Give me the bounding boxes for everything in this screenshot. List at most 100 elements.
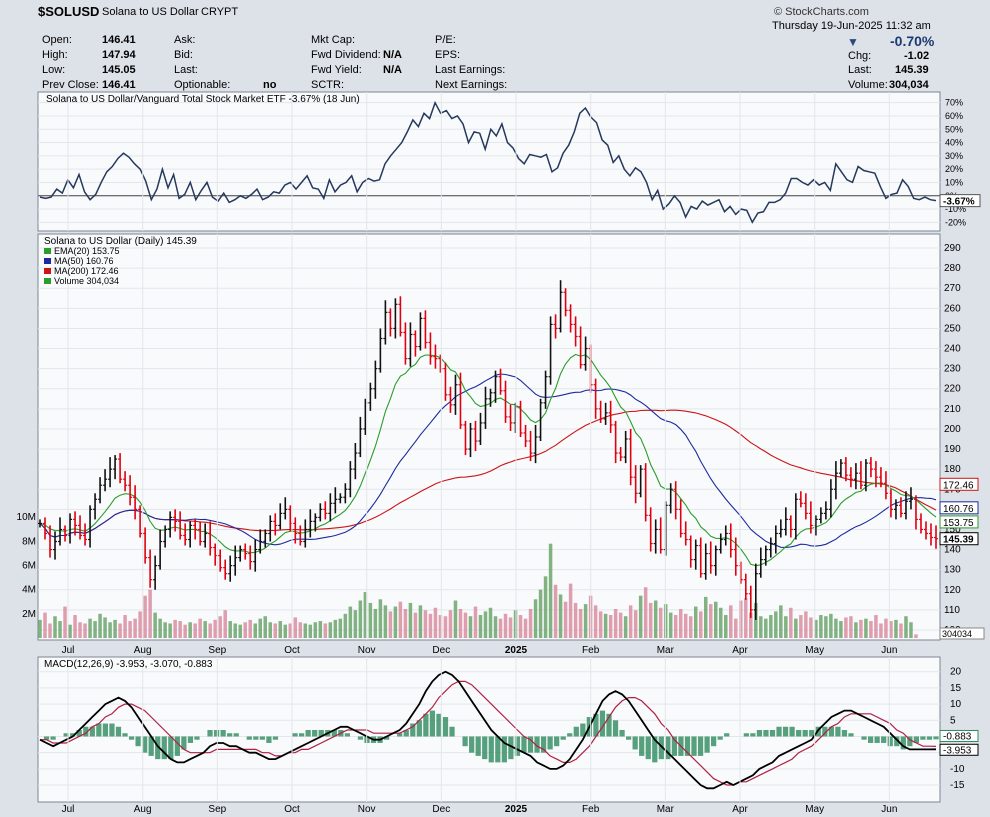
volume-bar [894,619,898,638]
volume-bar [278,621,283,638]
volume-bar [373,608,378,638]
macd-histogram-bar [495,736,501,763]
legend-swatch [44,248,51,254]
macd-line [39,670,937,790]
volume-label: Volume: [848,79,888,91]
volume-bar [93,621,97,638]
volume-bar [799,615,803,638]
volume-bar [658,607,663,638]
macd-histogram-bar [501,736,507,763]
macd-histogram-bar [782,726,789,737]
macd-histogram-bar [344,733,351,737]
ratio-panel [37,91,941,232]
volume-bar [809,617,813,638]
macd-histogram-bar [763,730,769,737]
volume-bar [98,613,102,638]
volume-bar [363,592,368,638]
price-y-tick-label: 240 [944,344,961,355]
volume-bar [468,616,473,638]
volume-bar [528,608,533,638]
high-value: 147.94 [102,49,136,61]
macd-histogram-bar [142,736,148,753]
prev-close-value: 146.41 [102,79,136,91]
mkt-cap-label: Mkt Cap: [311,34,356,46]
macd-histogram-bar [174,736,180,756]
volume-bar [719,607,723,638]
macd-histogram-bar [305,730,311,737]
macd-histogram-bar [410,723,416,737]
volume-bar [343,613,348,638]
macd-histogram-bar [704,736,710,753]
macd-histogram-bar [181,736,187,750]
open-label: Open: [42,34,72,46]
macd-histogram-bar [462,736,468,747]
volume-bar [789,607,793,638]
brand: © StockCharts.com [774,6,869,18]
volume-bar [388,611,393,638]
price-tag-label: 160.76 [943,504,974,515]
price-y-tick-label: 110 [944,605,960,616]
volume-bar [794,618,798,638]
volume-bar [698,611,703,638]
macd-histogram-bar [436,713,442,737]
volume-bar [143,595,147,638]
macd-histogram-bar [207,730,213,737]
volume-bar [53,616,57,638]
volume-bar [218,616,222,638]
volume-bar [288,623,293,638]
x-tick-label: Sep [208,804,226,815]
ratio-y-tick-label: 30% [945,151,963,161]
x-tick-label: Dec [432,645,450,656]
x-tick-label: Nov [358,645,376,656]
volume-bar [223,610,227,638]
volume-value: 304,034 [889,79,929,91]
macd-histogram-bar [632,736,638,750]
volume-bar [909,622,913,638]
volume-bar [774,611,778,638]
macd-histogram-bar [357,736,364,740]
macd-histogram-bar [861,736,867,740]
volume-bar [493,616,498,638]
macd-histogram-bar [599,710,606,737]
volume-bar [754,602,758,638]
volume-bar [708,604,713,638]
price-y-tick-label: 140 [944,545,961,556]
ratio-y-tick-label: 60% [945,111,963,121]
macd-histogram-bar [83,726,89,737]
volume-bar [213,619,217,638]
ratio-line [39,100,937,224]
macd-histogram-bar [384,736,390,740]
volume-last-tag [939,627,985,640]
volume-bar [293,617,298,638]
macd-histogram-bar [756,730,763,737]
macd-histogram-bar [652,736,658,763]
sctr-label: SCTR: [311,79,344,91]
volume-bar [543,576,548,638]
volume-bar [333,619,338,638]
price-tag [939,515,979,529]
volume-bar [58,621,62,638]
volume-bar [678,608,683,638]
price-y-tick-label: 220 [944,384,961,395]
volume-bar [163,622,167,638]
ratio-y-tick-label: 70% [945,98,963,108]
volume-bar [683,613,688,638]
volume-bar [759,616,763,638]
volume-bar [638,595,643,638]
macd-histogram-bar [253,736,259,740]
volume-bar [453,600,458,638]
volume-bar [608,615,613,638]
fwd-dividend-label: Fwd Dividend: [311,49,381,61]
volume-bar [593,605,598,638]
macd-histogram-bar [397,733,403,737]
price-y-tick-label: 260 [944,303,961,314]
x-tick-label: Feb [582,645,600,656]
volume-bar [338,618,343,638]
volume-bar [859,619,863,638]
macd-histogram-bar [809,730,815,737]
ratio-y-tick-label: 20% [945,164,963,174]
volume-bar [303,623,308,638]
volume-bar [568,583,573,638]
volume-bar [108,622,112,638]
volume-bar [313,622,318,638]
